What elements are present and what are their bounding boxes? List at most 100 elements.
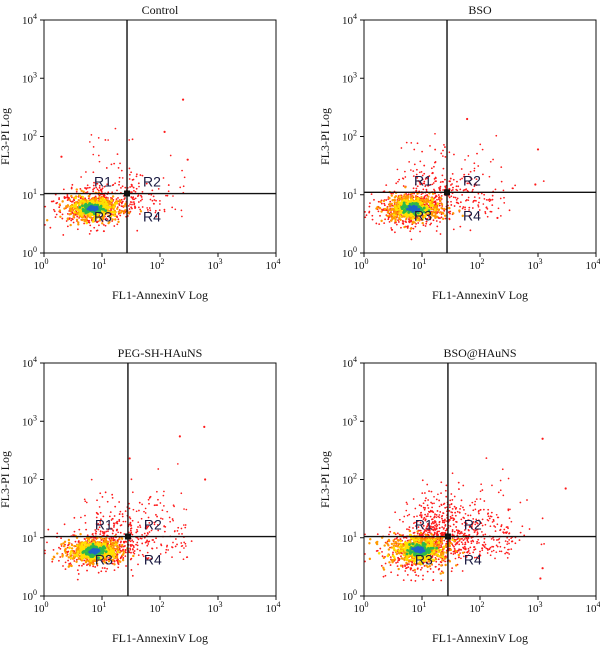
density-point [75,208,79,211]
density-point [60,543,63,546]
data-point [451,172,454,175]
data-point [63,196,66,198]
data-point [132,508,135,511]
data-point [133,198,136,201]
data-point [98,160,101,163]
density-point [80,553,84,557]
data-point [448,151,451,154]
density-point [394,219,397,223]
data-point [64,568,67,571]
data-point [171,206,174,209]
density-point [85,221,88,225]
data-point [166,510,169,513]
density-point [80,214,84,217]
density-point [69,556,73,560]
data-point [51,200,54,203]
data-point [477,165,480,167]
density-point [425,198,428,201]
data-point [396,565,399,568]
data-point [139,524,141,527]
data-point [118,544,121,546]
data-point [136,229,139,232]
density-point [75,188,78,191]
data-point [435,230,438,232]
region-label-r4: R4 [143,209,161,225]
data-point [129,543,132,546]
data-point [444,178,446,181]
data-point [85,171,87,173]
data-point [483,198,486,200]
density-point [88,202,92,205]
data-point [457,202,460,205]
density-point [448,206,451,210]
density-point [101,537,105,541]
density-point [70,205,73,208]
scatter-points [364,117,545,241]
density-point [403,225,406,229]
density-point [139,210,143,213]
data-point [124,186,127,189]
data-point [433,188,435,191]
data-point [483,193,486,196]
data-point [140,194,142,197]
density-point [115,201,118,205]
data-point [184,524,187,526]
data-point [415,168,418,171]
y-tick-label: 103 [22,70,37,85]
data-point [158,209,161,212]
density-point [392,198,396,202]
data-point [130,191,133,194]
data-point [76,215,79,218]
data-point [370,193,373,196]
data-point [88,219,91,222]
data-point [130,569,133,571]
data-point [84,216,87,219]
data-point [406,226,409,229]
y-tick-label: 101 [22,530,37,545]
data-point [154,209,157,212]
density-point [77,557,81,560]
data-point [395,223,398,226]
data-point [130,551,132,554]
density-point [66,217,70,220]
data-point [452,178,455,181]
y-tick-label: 100 [22,245,37,260]
data-point [508,209,511,212]
data-point [438,204,441,207]
density-point [96,212,99,216]
y-tick-label: 104 [342,12,357,27]
data-point [442,155,444,157]
density-point [84,219,87,222]
y-tick-label: 102 [342,129,357,144]
density-point [115,556,119,559]
density-point [113,203,117,206]
density-point [422,199,425,202]
x-tick-label: 102 [150,600,165,615]
density-point [404,185,407,189]
density-point [106,206,109,210]
data-point [132,540,135,543]
density-point [70,543,74,547]
density-point [75,218,79,221]
data-point [139,526,142,528]
density-point [118,537,121,541]
data-point [144,512,147,514]
data-point [181,215,183,218]
data-point [425,497,427,500]
density-point [114,547,117,551]
density-point [441,217,445,221]
density-point [120,537,124,540]
data-point [66,196,69,199]
data-point [400,147,403,149]
data-point [116,223,119,226]
density-point [98,216,102,220]
density-point [102,198,105,202]
density-point [61,553,64,557]
density-point [52,555,56,559]
data-point [118,204,121,207]
data-point [99,511,102,514]
density-point [378,207,382,210]
data-point [114,505,117,508]
density-point [81,209,85,213]
density-point [109,546,112,550]
